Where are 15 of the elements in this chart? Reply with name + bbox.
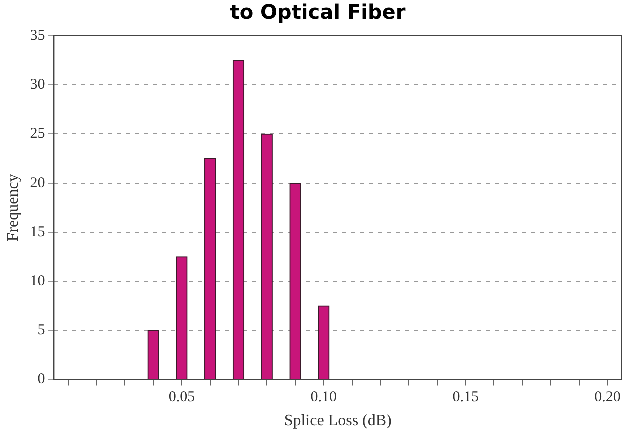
y-tick-label: 35 [30,28,46,44]
x-axis-title: Splice Loss (dB) [284,412,392,430]
chart-title: to Optical Fiber [229,0,407,24]
y-tick-label: 30 [30,77,46,94]
y-tick-label: 10 [30,274,46,290]
y-tick-label: 5 [38,322,46,339]
y-axis-title: Frequency [4,174,22,242]
y-tick-label: 20 [30,175,46,192]
x-tick-label: 0.10 [310,390,338,406]
x-tick-label: 0.05 [168,390,196,406]
y-tick-label: 25 [30,126,46,142]
x-tick-label: 0.15 [452,390,479,406]
y-tick-label: 0 [38,372,46,388]
x-tick-label: 0.20 [594,390,621,406]
y-tick-label: 15 [30,224,46,240]
